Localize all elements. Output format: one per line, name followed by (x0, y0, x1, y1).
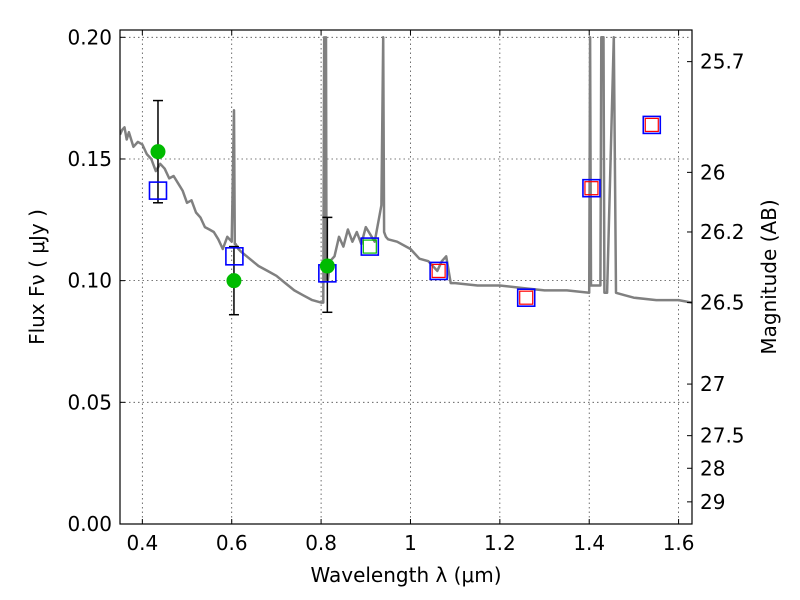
x-tick-label: 1.2 (484, 531, 516, 555)
y2-tick-label: 26.2 (700, 220, 745, 244)
x-tick-label: 0.4 (126, 531, 158, 555)
x-tick-label: 0.6 (216, 531, 248, 555)
x-tick-label: 0.8 (305, 531, 337, 555)
x-tick-label: 1 (404, 531, 417, 555)
y-axis-title: Flux Fν ( μJy ) (25, 209, 49, 345)
x-tick-label: 1.4 (573, 531, 605, 555)
model-bandpass-square (360, 237, 380, 256)
y-tick-label: 0.15 (67, 147, 112, 171)
model-bandpass-square (642, 115, 662, 135)
x-tick-label: 1.6 (663, 531, 695, 555)
observed-point (226, 273, 242, 289)
plot-frame (119, 29, 693, 525)
model-bandpass-square (582, 178, 601, 198)
y-axis-left: 0.00 0.05 0.10 0.15 0.20 (67, 25, 125, 536)
model-bandpass-square (225, 247, 244, 266)
y2-tick-label: 26 (700, 160, 725, 184)
y2-axis-title: Magnitude (AB) (757, 199, 781, 354)
x-axis: 0.4 0.6 0.8 1 1.2 1.4 1.6 (126, 30, 695, 555)
y-tick-label: 0.05 (67, 390, 112, 414)
photometry-box (362, 239, 377, 254)
model-bandpass-square (429, 261, 448, 281)
model-spectrum-line (120, 36, 692, 304)
y2-tick-label: 27.5 (700, 424, 745, 448)
observed-point (319, 258, 335, 274)
photometry-box (584, 181, 599, 196)
y-tick-label: 0.00 (67, 512, 112, 536)
grid-lines (120, 30, 692, 525)
y-tick-label: 0.20 (67, 25, 112, 49)
y-tick-label: 0.10 (67, 269, 112, 293)
y2-tick-label: 28 (700, 456, 725, 480)
y2-tick-label: 29 (700, 490, 725, 514)
y-axis-right: 25.7 26 26.2 26.5 27 27.5 28 29 (687, 50, 745, 514)
model-bandpass-square (516, 288, 536, 307)
plot-area (120, 36, 692, 316)
series-group (120, 36, 692, 316)
photometry-box (519, 290, 534, 305)
photometry-box (431, 263, 446, 279)
x-axis-title: Wavelength λ (μm) (310, 563, 501, 587)
photometry-box (644, 117, 659, 133)
y2-tick-label: 25.7 (700, 50, 745, 74)
model-bandpass-square (148, 181, 168, 200)
observed-point (150, 144, 166, 160)
y2-tick-label: 27 (700, 372, 725, 396)
y2-tick-label: 26.5 (700, 291, 745, 315)
